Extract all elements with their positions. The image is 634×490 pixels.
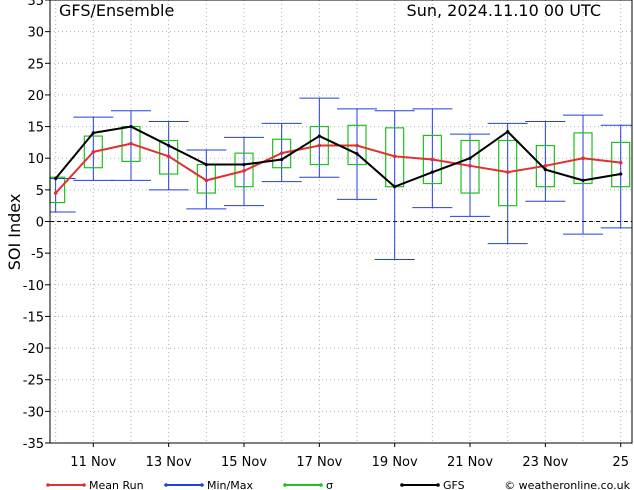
x-tick-label: 13 Nov [146,455,192,470]
y-tick-label: -25 [23,374,44,389]
gfs-point [280,157,284,162]
y-tick-label: -20 [23,342,44,357]
gfs-line [54,125,621,188]
gfs-point [129,124,133,129]
legend-gfs-dot-right [436,483,440,487]
mean-run-point [468,164,472,168]
x-tick-label: 25 [612,455,629,470]
grid-layer [50,0,632,443]
y-tick-label: 30 [27,26,44,41]
y-tick-label: 10 [27,152,44,167]
legend: Mean Run Min/Max σ GFS [46,479,465,490]
series-lines-layer [53,124,623,195]
mean-run-point [505,170,510,174]
legend-gfs-dot-left [400,483,404,487]
y-tick-label: -35 [23,437,44,452]
mean-run-point [317,143,322,148]
gfs-point [430,170,434,174]
mean-run-point [53,191,58,195]
y-tick-label: -15 [23,310,44,325]
x-tick-label: 17 Nov [296,455,342,470]
mean-run-point [430,157,435,162]
legend-min-max-dot-left [164,483,168,487]
sigma-box [159,139,179,175]
gfs-point [506,130,510,134]
sigma-box [234,152,254,188]
mean-run-point [166,154,171,159]
legend-sigma-dot-left [283,483,287,487]
mean-run-point [204,178,209,183]
legend-mean-run-label: Mean Run [89,479,144,490]
sigma-box [535,144,555,188]
chart-left-title: GFS/Ensemble [59,1,174,20]
ensemble-bars-layer [49,97,632,260]
gfs-point [355,152,359,156]
gfs-point [54,176,58,181]
chart-right-title: Sun, 2024.11.10 00 UTC [407,1,601,20]
legend-gfs-label: GFS [443,479,465,490]
footer-credit: © weatheronline.co.uk [504,479,630,490]
mean-run-point [279,151,284,155]
sigma-box [498,139,518,207]
sigma-box [611,141,631,188]
gfs-point [167,143,171,148]
gfs-point [619,172,623,176]
mean-run-point [355,143,359,148]
y-tick-label: 5 [36,184,44,199]
y-tick-label: 25 [27,57,44,72]
legend-sigma-dot-right [319,483,323,487]
sigma-box [573,132,593,185]
y-tick-label: -5 [31,247,44,262]
gfs-point [468,156,472,160]
y-tick-label: -10 [23,279,44,294]
x-tick-label: 21 Nov [447,455,493,470]
mean-run-point [91,150,96,154]
y-axis-label: SOI Index [5,194,24,271]
y-tick-label: 15 [27,121,44,136]
y-tick-label: 0 [36,216,44,231]
legend-min-max-dot-right [200,483,204,487]
y-tick-label: 20 [27,89,44,104]
legend-min-max-label: Min/Max [207,479,253,490]
mean-run-point [129,141,133,146]
legend-mean-run-dot-right [82,483,86,487]
gfs-point [543,168,547,172]
x-tick-label: 15 Nov [221,455,267,470]
mean-run-point [543,164,548,168]
gfs-point [204,162,208,167]
y-tick-label: -30 [23,405,44,420]
x-tick-label: 11 Nov [70,455,116,470]
legend-mean-run-dot-left [46,483,50,487]
x-tick-label: 19 Nov [372,455,418,470]
legend-sigma-label: σ [326,479,333,490]
mean-run-point [242,169,246,173]
gfs-point [581,178,585,182]
axis-layer: 35 30 25 20 15 10 5 0 -5 -10 -15 -20 -25 -30 -35 11 Nov… [23,0,629,470]
mean-run-point [618,160,623,165]
y-tick-label: 35 [27,0,44,9]
mean-run-point [392,154,397,159]
gfs-point [317,134,321,138]
gfs-point [393,185,397,189]
gfs-point [242,162,246,167]
sigma-box [83,135,103,169]
mean-run-point [581,156,585,161]
x-tick-label: 23 Nov [522,455,568,470]
gfs-point [91,131,95,135]
